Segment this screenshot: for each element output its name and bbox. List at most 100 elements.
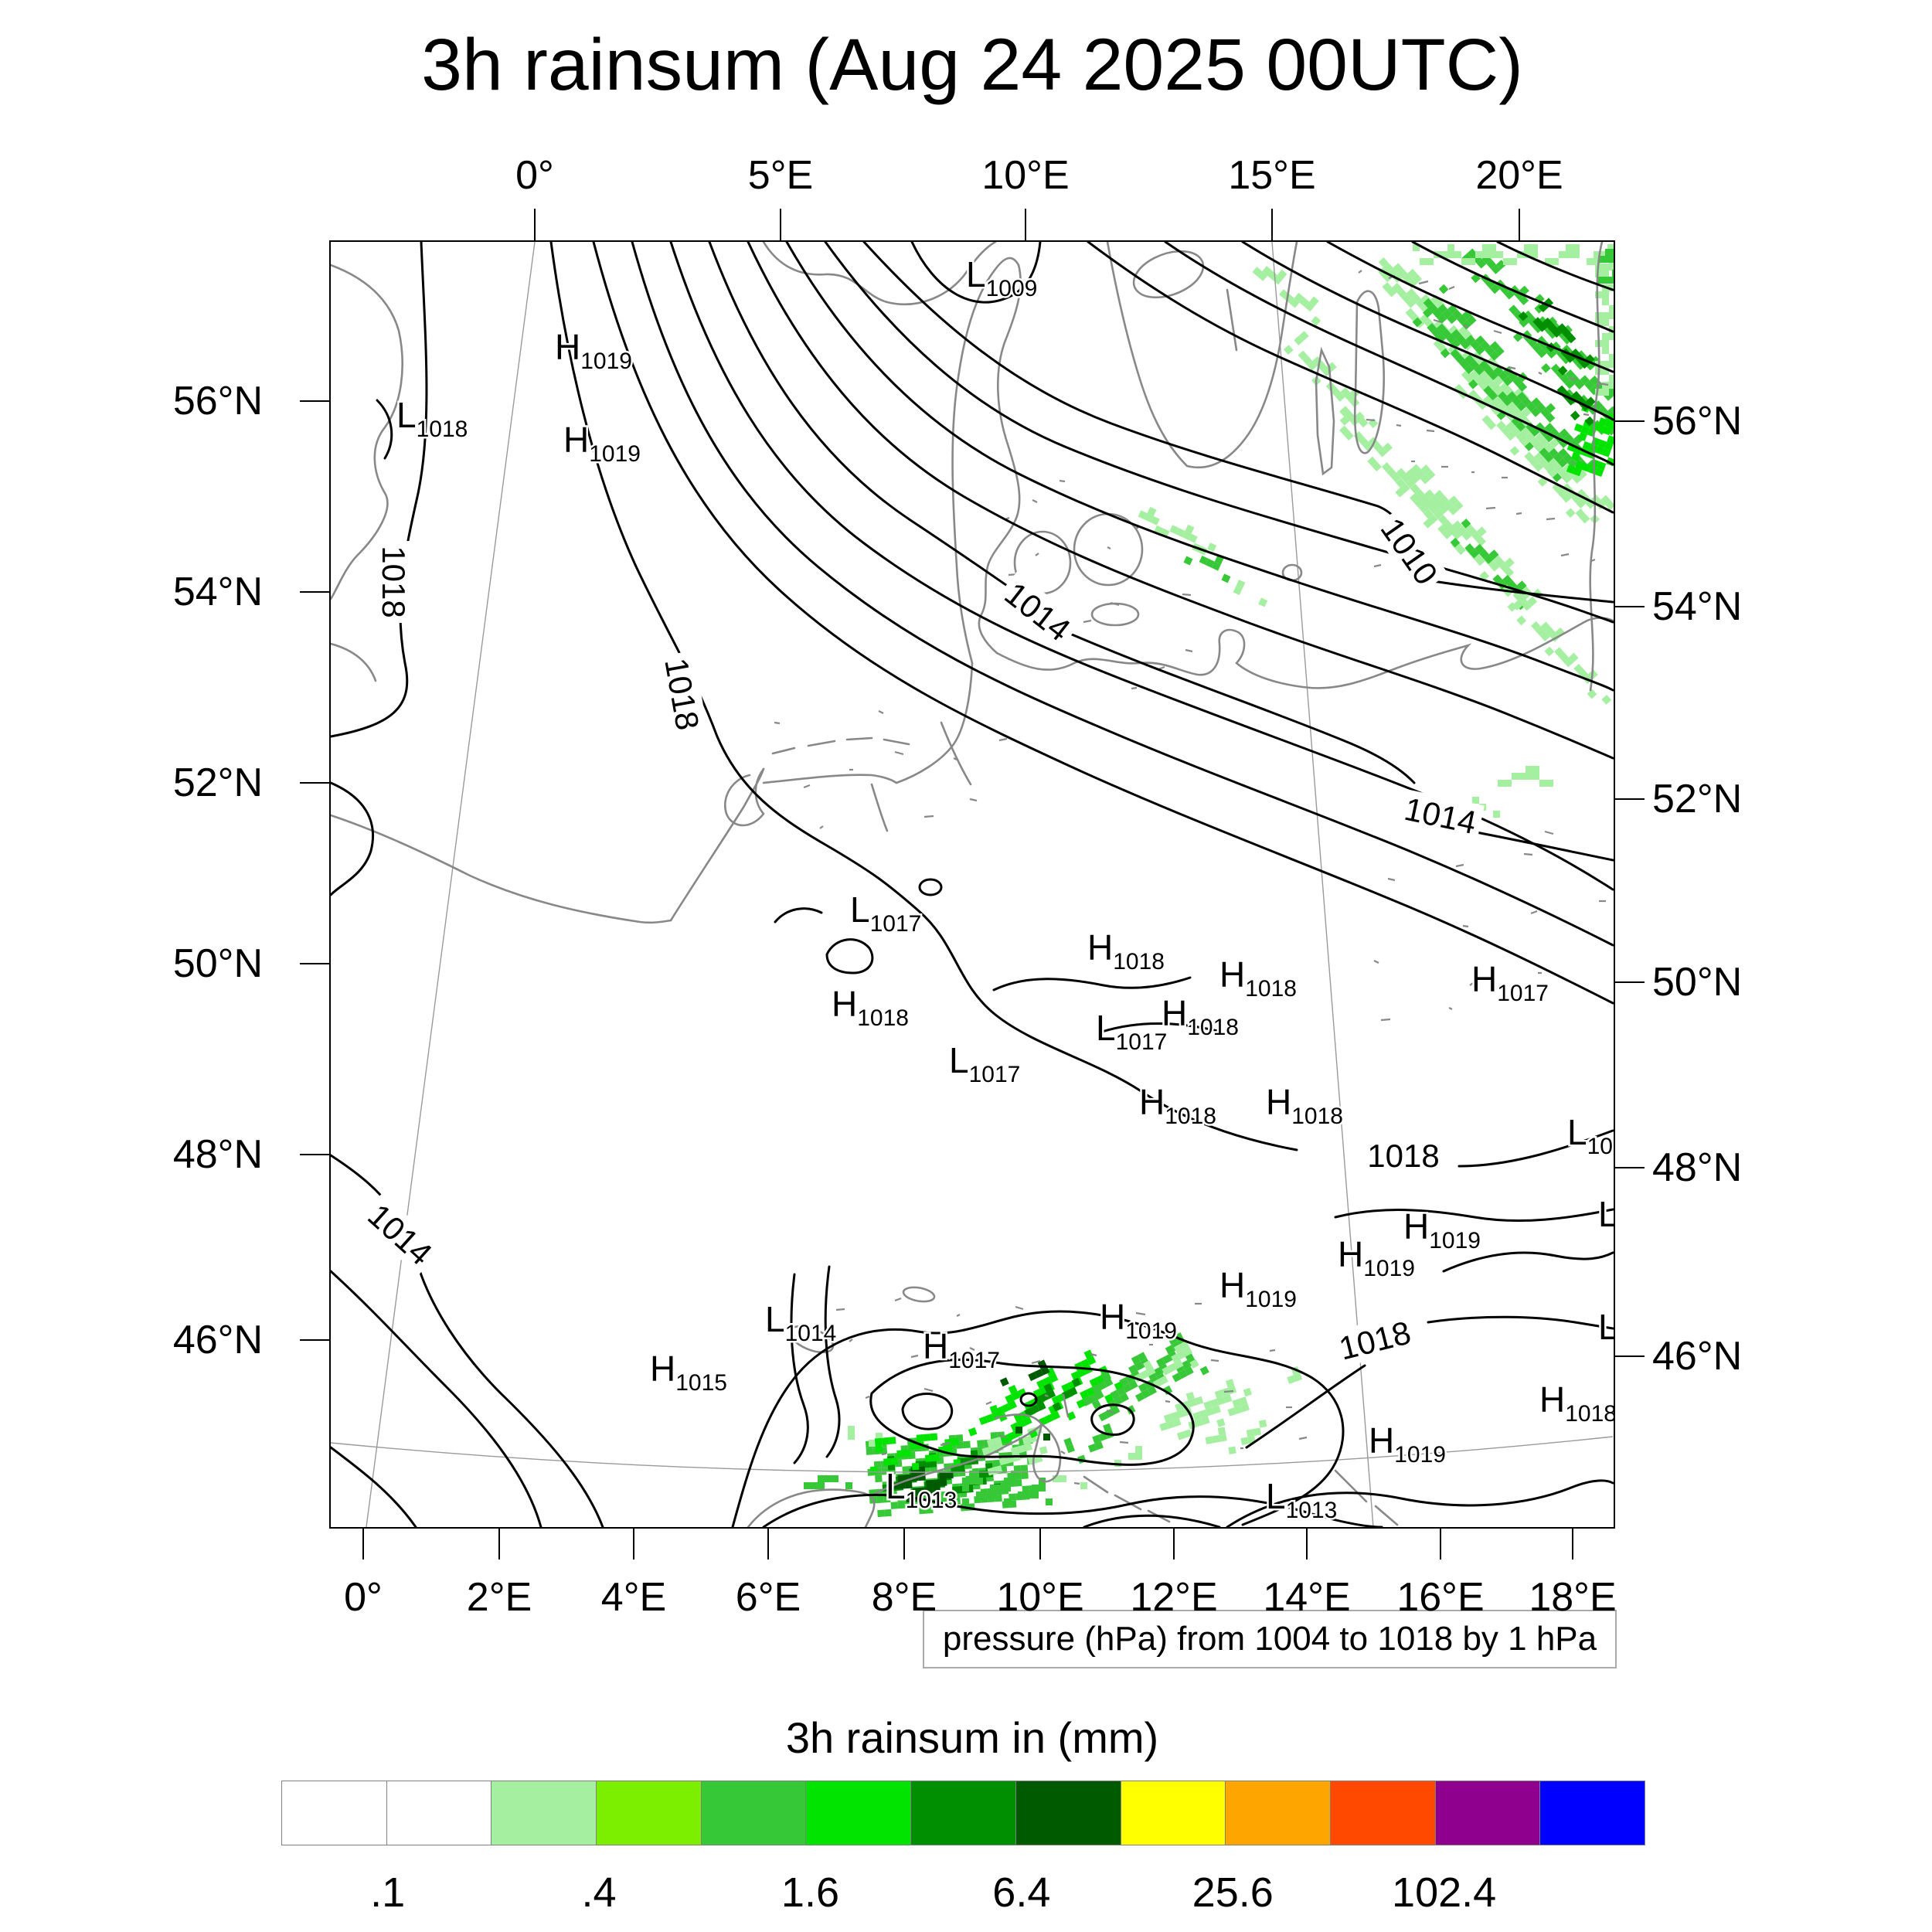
axis-tick-top xyxy=(534,209,536,240)
axis-label-top: 20°E xyxy=(1475,153,1563,198)
rain-patch xyxy=(1413,244,1614,265)
colorbar-cell xyxy=(1225,1781,1331,1845)
axis-label-top: 5°E xyxy=(747,153,814,198)
axis-tick-bottom xyxy=(362,1529,364,1560)
rain-patch xyxy=(1053,1475,1087,1489)
axis-tick-top xyxy=(780,209,781,240)
axis-tick-bottom xyxy=(1039,1529,1041,1560)
pressure-center-L: L1017 xyxy=(1567,1112,1614,1159)
rain-patch xyxy=(1183,555,1231,583)
axis-label-left: 46°N xyxy=(172,1318,263,1362)
map-frame: 1018 1018 1014 1010 1014 1018 1018 1014 H1019 H1… xyxy=(329,240,1615,1529)
svg-text:1018: 1018 xyxy=(376,546,412,617)
axis-label-right: 48°N xyxy=(1652,1145,1743,1190)
axis-label-left: 56°N xyxy=(172,379,263,423)
axis-tick-right xyxy=(1615,798,1645,800)
axis-label-bottom: 14°E xyxy=(1263,1575,1351,1620)
axis-label-left: 52°N xyxy=(172,760,263,805)
axis-tick-right xyxy=(1615,420,1645,422)
axis-tick-right xyxy=(1615,981,1645,983)
svg-text:1018: 1018 xyxy=(658,655,706,733)
axis-label-bottom: 2°E xyxy=(466,1575,532,1620)
pressure-center-H: H1019 xyxy=(1100,1297,1177,1344)
axis-label-right: 52°N xyxy=(1652,777,1743,821)
axis-tick-top xyxy=(1271,209,1273,240)
axis-tick-bottom xyxy=(498,1529,500,1560)
axis-tick-left xyxy=(300,1154,329,1155)
axis-label-bottom: 18°E xyxy=(1529,1575,1617,1620)
svg-text:1018: 1018 xyxy=(1335,1314,1414,1366)
contour-label: 1018 xyxy=(1362,1137,1444,1174)
colorbar-tick-label: 25.6 xyxy=(1192,1869,1274,1916)
pressure-center-L: L1017 xyxy=(949,1040,1020,1087)
contour-label: 1018 xyxy=(376,541,413,623)
pressure-center-H: H1019 xyxy=(563,420,641,467)
axis-tick-bottom xyxy=(1173,1529,1175,1560)
pressure-center-H: H1015 xyxy=(650,1349,727,1396)
graticule-layer xyxy=(331,242,1614,1527)
colorbar-tick-label: .4 xyxy=(581,1869,617,1916)
axis-label-bottom: 0° xyxy=(344,1575,383,1620)
axis-label-right: 50°N xyxy=(1652,960,1743,1005)
meridian-15E xyxy=(1271,242,1374,1527)
map-speckles xyxy=(774,270,1609,1485)
pressure-center-H: H1018 xyxy=(1087,927,1165,975)
axis-label-bottom: 16°E xyxy=(1396,1575,1485,1620)
colorbar-cell xyxy=(281,1781,387,1845)
axis-label-right: 46°N xyxy=(1652,1334,1743,1379)
colorbar-cell xyxy=(700,1781,807,1845)
axis-label-top: 0° xyxy=(515,153,554,198)
pressure-center-L: L1013 xyxy=(886,1466,957,1513)
coastline-layer xyxy=(331,242,1614,1527)
axis-tick-left xyxy=(300,1339,329,1341)
colorbar-cell xyxy=(1120,1781,1226,1845)
pressure-center-H: H1018 xyxy=(1219,954,1297,1002)
axis-tick-bottom xyxy=(1306,1529,1308,1560)
rain-patch xyxy=(804,1475,852,1489)
colorbar-tick-label: 102.4 xyxy=(1392,1869,1497,1916)
pressure-center-H: H1019 xyxy=(1403,1206,1481,1253)
axis-tick-top xyxy=(1025,209,1026,240)
axis-tick-left xyxy=(300,591,329,593)
axis-tick-left xyxy=(300,782,329,784)
axis-tick-right xyxy=(1615,606,1645,607)
pressure-center-H: H1019 xyxy=(1219,1265,1297,1312)
axis-label-bottom: 4°E xyxy=(600,1575,667,1620)
rain-patch xyxy=(1134,1340,1199,1389)
meridian-0E xyxy=(366,242,536,1527)
pressure-center-H: H1018 xyxy=(1139,1082,1216,1129)
axis-tick-bottom xyxy=(1572,1529,1573,1560)
axis-tick-bottom xyxy=(633,1529,634,1560)
pressure-center-H: H1019 xyxy=(1338,1234,1415,1281)
rain-patch xyxy=(869,1433,961,1475)
colorbar-tick-label: 1.6 xyxy=(781,1869,839,1916)
axis-tick-left xyxy=(300,400,329,402)
svg-text:1018: 1018 xyxy=(1367,1138,1439,1174)
contour-label: 1014 xyxy=(357,1192,444,1276)
pressure-center-L: L1017 xyxy=(1096,1008,1167,1055)
rain-patch xyxy=(1498,766,1553,787)
pressure-center-H: H1018 xyxy=(1162,993,1239,1040)
axis-tick-right xyxy=(1615,1167,1645,1168)
rain-patch xyxy=(1138,506,1217,556)
axis-label-bottom: 8°E xyxy=(871,1575,937,1620)
rain-patch xyxy=(1015,1427,1050,1440)
colorbar-title: 3h rainsum in (mm) xyxy=(785,1713,1159,1762)
pressure-center-H: H1018 xyxy=(1539,1379,1614,1427)
contour-label: 1018 xyxy=(1330,1311,1420,1369)
pressure-legend-box: pressure (hPa) from 1004 to 1018 by 1 hP… xyxy=(923,1610,1617,1668)
rain-patch xyxy=(999,1359,1050,1387)
pressure-center-H: H1017 xyxy=(923,1326,1000,1373)
parallel-45N xyxy=(331,1436,1614,1473)
colorbar-cell xyxy=(1015,1781,1121,1845)
colorbar-cell xyxy=(596,1781,702,1845)
colorbar-cell xyxy=(1539,1781,1645,1845)
axis-tick-right xyxy=(1615,1355,1645,1357)
rain-patch xyxy=(1159,1379,1253,1440)
pressure-legend-text: pressure (hPa) from 1004 to 1018 by 1 hP… xyxy=(942,1620,1597,1658)
axis-label-left: 54°N xyxy=(172,570,263,614)
axis-label-top: 15°E xyxy=(1228,153,1316,198)
